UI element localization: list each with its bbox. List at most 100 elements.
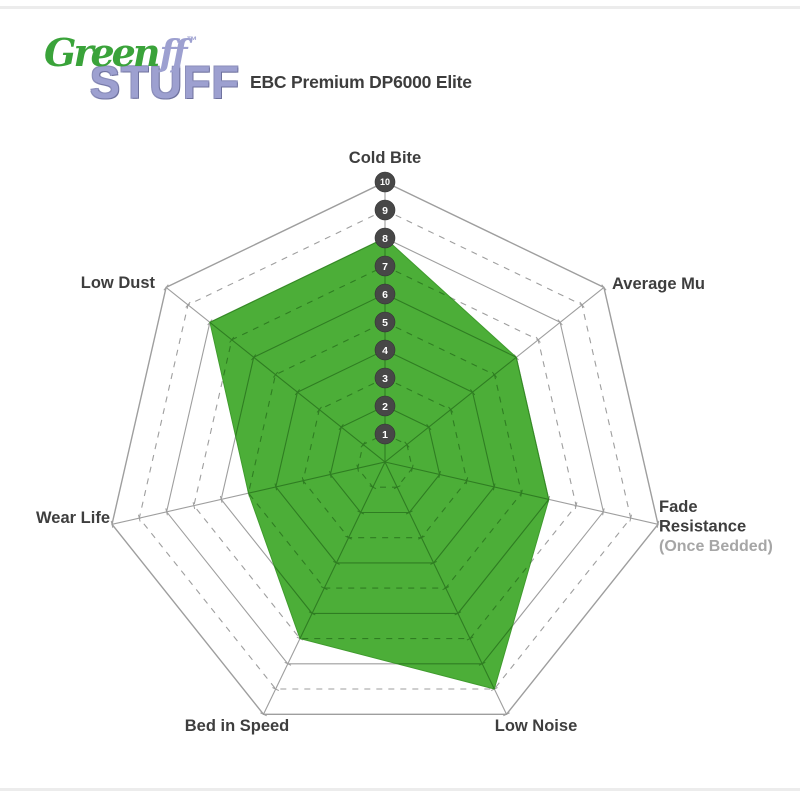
axis-tick <box>356 464 359 472</box>
axis-tick <box>301 477 305 485</box>
grid-ring <box>302 377 468 539</box>
axis-tick <box>418 535 425 540</box>
axis-label-fade-resistance: Resistance <box>659 518 746 536</box>
logo-row-green: Greenff ™ <box>44 33 240 75</box>
page-edge-top <box>0 6 800 9</box>
axis-tick <box>503 712 510 717</box>
scale-badge-number: 7 <box>382 261 388 273</box>
logo-stuff-text: STUFF <box>90 57 240 108</box>
axis-tick <box>601 284 607 291</box>
axis-label-fade-resistance: Fade <box>659 498 698 516</box>
axis-tick <box>316 406 322 413</box>
axis-tick <box>478 661 486 666</box>
axis-tick <box>138 514 141 522</box>
axis-tick <box>165 508 168 516</box>
axis-tick <box>491 371 497 378</box>
axis-tick <box>465 477 469 485</box>
scale-badge <box>374 227 396 249</box>
scale-badge-number: 8 <box>382 233 388 245</box>
grid-ring <box>357 433 413 488</box>
radar-scale-badges: 1 2 3 4 5 6 7 8 9 10 <box>374 171 396 445</box>
axis-tick <box>274 483 278 491</box>
axis-tick <box>466 636 474 641</box>
axis-tick <box>656 520 660 528</box>
scale-badge <box>374 395 396 417</box>
axis-tick <box>294 389 300 396</box>
axis-tick <box>574 502 578 510</box>
axis-tick <box>448 406 454 413</box>
axis-label-average-mu: Average Mu <box>612 275 705 293</box>
axis-tick <box>411 464 414 472</box>
axis-tick <box>110 520 114 528</box>
scale-badge <box>374 283 396 305</box>
axis-tick <box>329 470 332 479</box>
scale-badge <box>374 367 396 389</box>
axis-tick <box>404 441 410 448</box>
axis-tick <box>454 611 462 616</box>
grid-ring <box>247 321 523 589</box>
scale-badge-number: 6 <box>382 289 388 301</box>
axis-tick <box>442 586 450 591</box>
axis-tick <box>338 423 344 431</box>
axis-tick <box>357 510 365 515</box>
axis-tick <box>520 489 523 497</box>
axis-tick <box>535 336 541 343</box>
axis-tick <box>163 284 169 291</box>
scale-badge <box>374 171 396 193</box>
scale-badge-number: 4 <box>382 345 388 357</box>
axis-tick <box>360 441 366 448</box>
axis-tick <box>629 514 632 522</box>
scale-badge <box>374 311 396 333</box>
axis-tick <box>345 535 352 540</box>
greenstuff-logo: Greenff ™ STUFF <box>44 33 240 108</box>
axis-tick <box>369 485 377 490</box>
axis-tick <box>602 508 605 516</box>
scale-badge <box>374 199 396 221</box>
grid-ring <box>111 181 659 715</box>
axis-tick <box>284 661 292 666</box>
axis-tick <box>470 389 476 396</box>
axis-tick <box>492 483 496 491</box>
axis-sublabel-fade-resistance: (Once Bedded) <box>659 538 773 555</box>
chart-title: EBC Premium DP6000 Elite <box>250 72 472 92</box>
logo-green-text: Green <box>44 30 160 75</box>
axis-tick <box>438 470 441 479</box>
axis-tick <box>272 687 280 692</box>
axis-label-low-noise: Low Noise <box>495 717 578 735</box>
scale-badge <box>374 339 396 361</box>
grid-ring <box>166 237 604 665</box>
logo-trademark: ™ <box>186 35 198 47</box>
scale-badge-number: 1 <box>382 429 388 441</box>
axis-tick <box>426 423 432 431</box>
axis-tick <box>393 485 401 490</box>
axis-tick <box>229 336 235 343</box>
axis-tick <box>260 712 267 717</box>
axis-tick <box>185 301 191 308</box>
scale-badge-number: 5 <box>382 317 388 329</box>
grid-ring <box>275 349 495 564</box>
axis-tick <box>333 560 340 565</box>
axis-tick <box>192 502 196 510</box>
axis-tick <box>219 495 223 503</box>
axis-tick <box>308 611 316 616</box>
radar-axis-labels: Cold Bite Average Mu Fade Resistance (Once B… <box>36 149 773 735</box>
page-edge-bottom <box>0 788 800 791</box>
axis-tick <box>405 510 413 515</box>
axis-tick <box>320 586 328 591</box>
scale-badge <box>374 255 396 277</box>
axis-label-wear-life: Wear Life <box>36 509 110 527</box>
logo-ff-text: ff <box>159 33 187 75</box>
grid-ring <box>138 209 632 690</box>
axis-tick <box>579 301 585 308</box>
scale-badge <box>374 423 396 445</box>
scale-badge-number: 3 <box>382 373 388 385</box>
scale-badge-number: 10 <box>380 177 390 187</box>
scale-badge-number: 9 <box>382 205 388 217</box>
grid-ring <box>329 405 441 514</box>
axis-tick <box>557 319 563 326</box>
axis-tick <box>430 560 437 565</box>
scale-badge-number: 2 <box>382 401 388 413</box>
axis-tick <box>273 371 279 378</box>
